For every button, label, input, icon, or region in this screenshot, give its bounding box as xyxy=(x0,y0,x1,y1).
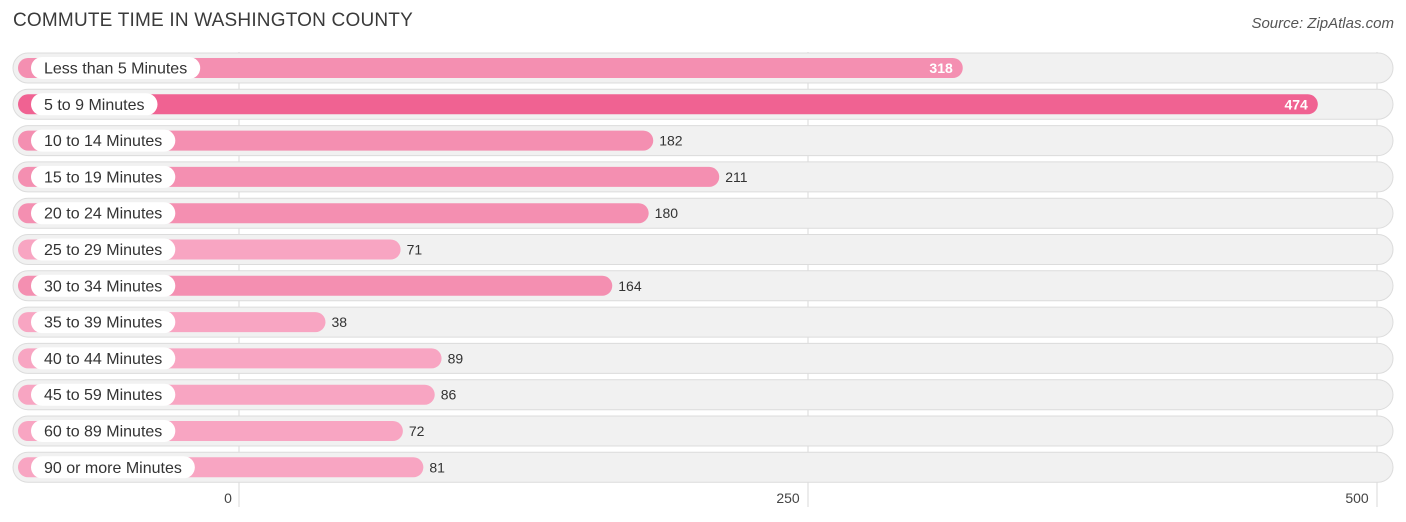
category-label-pill xyxy=(31,165,176,188)
bar-row: 5 to 9 Minutes 474 xyxy=(12,88,1394,120)
x-tick-label-250: 250 xyxy=(776,490,800,506)
bar-2 xyxy=(18,94,1318,115)
category-label: 60 to 89 Minutes xyxy=(44,424,162,441)
category-label: 5 to 9 Minutes xyxy=(44,97,145,114)
bar-5 xyxy=(18,203,649,224)
bar-row: 35 to 39 Minutes 38 xyxy=(12,306,1394,338)
value-label: 72 xyxy=(409,423,425,439)
value-label: 164 xyxy=(618,278,642,294)
value-label: 89 xyxy=(448,350,464,366)
bar-row: 40 to 44 Minutes 89 xyxy=(12,342,1394,374)
category-label: 20 to 24 Minutes xyxy=(44,206,162,223)
bar-4 xyxy=(18,166,720,187)
bar-3 xyxy=(18,130,654,151)
value-label: 211 xyxy=(725,169,748,185)
bar-row: 10 to 14 Minutes 182 xyxy=(12,125,1394,157)
category-label-pill xyxy=(31,238,176,261)
bar-1 xyxy=(18,58,963,78)
category-label-pill xyxy=(31,129,176,152)
category-label: 90 or more Minutes xyxy=(44,460,182,477)
bar-row: 20 to 24 Minutes 180 xyxy=(12,197,1394,229)
category-label-pill xyxy=(31,456,195,479)
x-tick-label-0: 0 xyxy=(224,490,232,506)
category-label-pill xyxy=(31,311,176,334)
value-label: 182 xyxy=(659,133,683,149)
bar-row: 45 to 59 Minutes 86 xyxy=(12,379,1394,411)
category-label: 15 to 19 Minutes xyxy=(44,169,162,186)
value-label: 180 xyxy=(655,205,679,221)
category-label-pill xyxy=(31,420,176,442)
value-label: 81 xyxy=(429,459,445,475)
category-label-pill xyxy=(31,274,176,297)
value-label: 318 xyxy=(929,60,953,76)
bar-row: 30 to 34 Minutes 164 xyxy=(12,270,1394,302)
category-label: 10 to 14 Minutes xyxy=(44,133,162,150)
x-tick-label-500: 500 xyxy=(1345,490,1369,506)
chart-title: COMMUTE TIME IN WASHINGTON COUNTY xyxy=(13,10,413,31)
category-label-pill xyxy=(31,57,201,79)
bar-row: 15 to 19 Minutes 211 xyxy=(12,161,1394,193)
category-label: 25 to 29 Minutes xyxy=(44,242,162,259)
category-label-pill xyxy=(31,383,176,406)
value-label: 86 xyxy=(441,387,457,403)
category-label: Less than 5 Minutes xyxy=(44,61,187,78)
value-label: 38 xyxy=(331,314,347,330)
chart-source: Source: ZipAtlas.com xyxy=(1251,15,1394,32)
category-label-pill xyxy=(31,347,176,370)
category-label: 45 to 59 Minutes xyxy=(44,387,162,404)
category-label-pill xyxy=(31,93,158,116)
category-label: 40 to 44 Minutes xyxy=(44,351,162,368)
category-label-pill xyxy=(31,202,176,225)
category-label: 30 to 34 Minutes xyxy=(44,278,162,295)
bar-row: 25 to 29 Minutes 71 xyxy=(12,234,1394,265)
category-label: 35 to 39 Minutes xyxy=(44,315,162,332)
bar-row: 90 or more Minutes 81 xyxy=(12,451,1394,483)
bar-track xyxy=(12,306,1394,338)
bar-row: 60 to 89 Minutes 72 xyxy=(12,415,1394,447)
value-label: 71 xyxy=(407,242,423,258)
value-label: 474 xyxy=(1284,96,1308,112)
bar-row: Less than 5 Minutes 318 xyxy=(12,52,1394,84)
